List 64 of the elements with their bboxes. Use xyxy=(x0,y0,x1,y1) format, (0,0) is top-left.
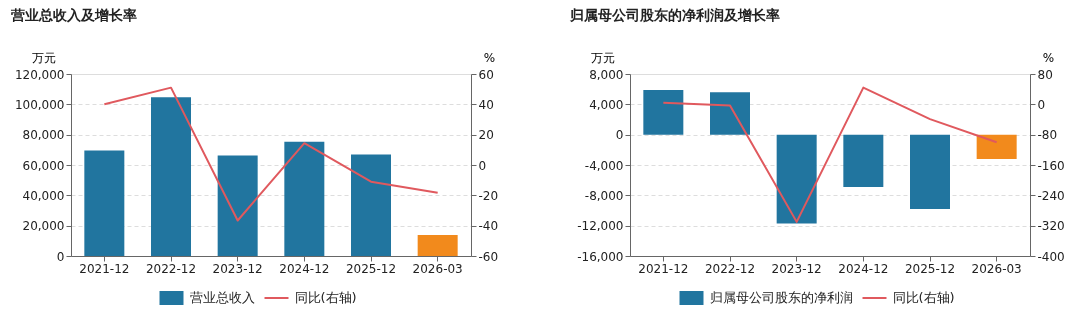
y-tick-label: -4,000 xyxy=(584,158,624,173)
x-tick-label: 2021-12 xyxy=(638,261,689,276)
y2-tick-label: -60 xyxy=(478,249,499,264)
legend-label: 同比(右轴) xyxy=(892,290,955,305)
y-axis-title: 万元 xyxy=(590,50,615,65)
y-tick-label: -16,000 xyxy=(577,249,624,264)
y-tick-label: 120,000 xyxy=(14,67,65,82)
x-tick-label: 2023-12 xyxy=(212,261,263,276)
y-tick-label: 8,000 xyxy=(589,67,624,82)
bar xyxy=(843,134,884,187)
y2-tick-label: -400 xyxy=(1037,249,1065,264)
y2-tick-label: -240 xyxy=(1037,188,1065,203)
y-tick-label: 4,000 xyxy=(589,97,624,112)
y-tick-label: 40,000 xyxy=(22,188,65,203)
y2-tick-label: -160 xyxy=(1037,158,1065,173)
x-tick-label: 2026-03 xyxy=(412,261,463,276)
x-tick-label: 2023-12 xyxy=(771,261,822,276)
y2-axis-title: % xyxy=(483,50,496,65)
y2-tick-label: 0 xyxy=(1037,97,1046,112)
x-tick-label: 2025-12 xyxy=(345,261,397,276)
bar xyxy=(351,154,391,256)
x-tick-label: 2021-12 xyxy=(79,261,130,276)
x-tick-label: 2024-12 xyxy=(279,261,330,276)
y-tick-label: 0 xyxy=(56,249,65,264)
legend-label: 同比(右轴) xyxy=(294,290,357,305)
y2-tick-label: -20 xyxy=(478,188,499,203)
y-tick-label: 100,000 xyxy=(14,97,65,112)
x-tick-label: 2022-12 xyxy=(145,261,197,276)
x-tick-label: 2022-12 xyxy=(704,261,756,276)
bar xyxy=(643,89,684,135)
y2-tick-label: 60 xyxy=(478,67,494,82)
line-series xyxy=(103,86,439,222)
bar xyxy=(710,92,750,135)
legend-label: 归属母公司股东的净利润 xyxy=(709,290,853,305)
y2-tick-label: -80 xyxy=(1037,128,1058,143)
x-tick-label: 2025-12 xyxy=(904,261,956,276)
y-tick-label: 0 xyxy=(615,128,624,143)
y-tick-label: -8,000 xyxy=(584,188,624,203)
y-tick-label: 20,000 xyxy=(22,219,65,234)
y-axis-title: 万元 xyxy=(31,50,56,65)
line-series xyxy=(662,86,998,223)
y2-tick-label: 20 xyxy=(478,128,494,143)
bar xyxy=(417,234,458,256)
bar xyxy=(84,150,125,256)
y2-tick-label: -320 xyxy=(1037,219,1065,234)
bar xyxy=(151,97,191,256)
bar xyxy=(776,134,817,224)
y-tick-label: -12,000 xyxy=(577,219,624,234)
bar xyxy=(284,141,325,256)
chart-title: 营业总收入及增长率 xyxy=(10,7,137,23)
x-tick-label: 2026-03 xyxy=(971,261,1022,276)
y2-tick-label: 80 xyxy=(1037,67,1053,82)
x-tick-label: 2024-12 xyxy=(838,261,889,276)
y-tick-label: 60,000 xyxy=(22,158,65,173)
legend-label: 营业总收入 xyxy=(189,290,255,305)
y2-tick-label: 40 xyxy=(478,97,494,112)
bar xyxy=(217,155,258,256)
y2-axis-title: % xyxy=(1042,50,1055,65)
y-tick-label: 80,000 xyxy=(22,128,65,143)
bar xyxy=(910,134,950,209)
chart-title: 归属母公司股东的净利润及增长率 xyxy=(569,7,780,23)
y2-tick-label: -40 xyxy=(478,219,499,234)
y2-tick-label: 0 xyxy=(478,158,487,173)
bar xyxy=(976,134,1017,159)
